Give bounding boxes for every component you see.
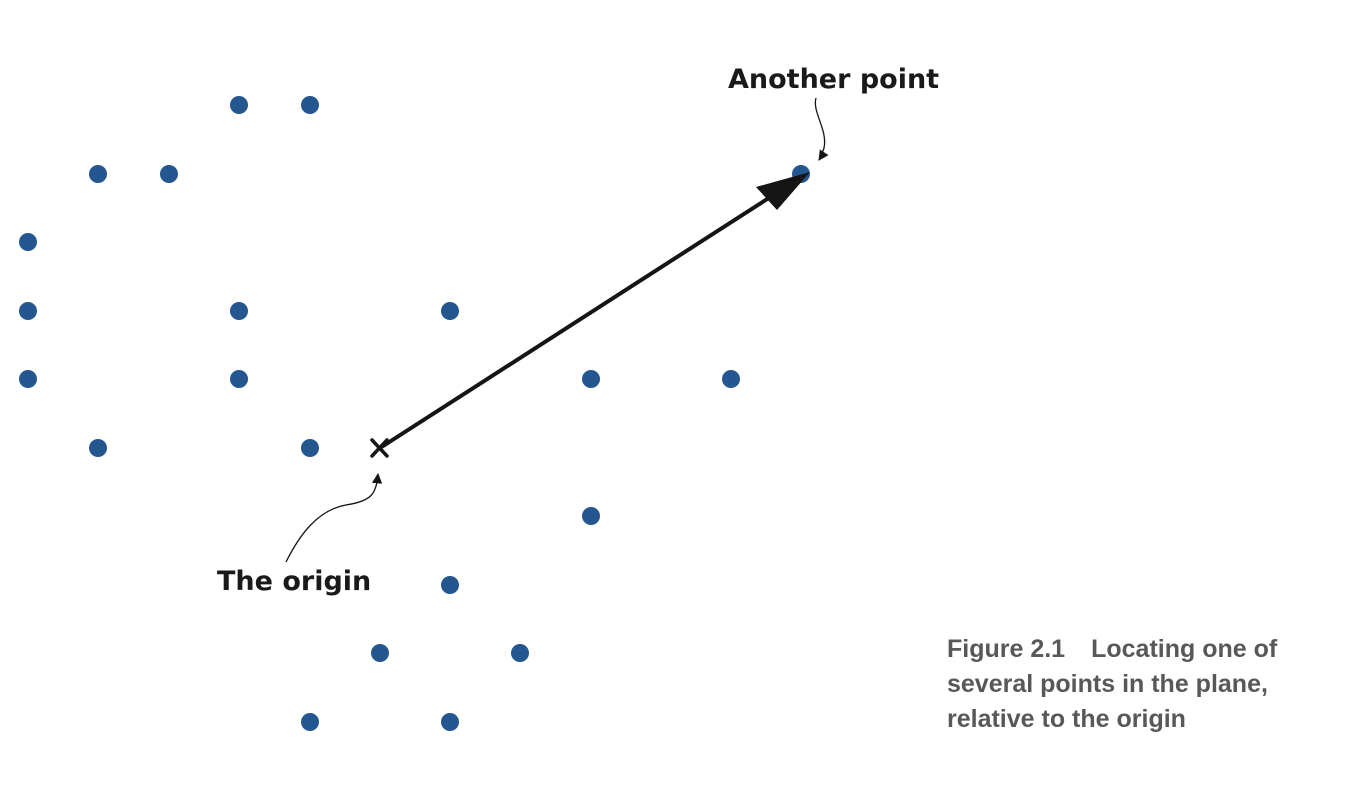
plane-point-dot: [19, 233, 37, 251]
plane-point-dot: [301, 96, 319, 114]
plane-point-dot: [441, 713, 459, 731]
plane-point-dot: [441, 302, 459, 320]
figure-number: Figure 2.1: [947, 635, 1066, 663]
plane-point-dot: [371, 644, 389, 662]
plane-point-dot: [89, 165, 107, 183]
another-point-label: Another point: [728, 64, 939, 95]
plane-point-dot: [511, 644, 529, 662]
origin-x-icon: [370, 438, 389, 458]
origin-label: The origin: [217, 566, 371, 597]
another-point-callout-curve: [814, 97, 829, 161]
plane-point-dot: [19, 370, 37, 388]
plane-point-dot: [582, 507, 600, 525]
plane-point-dot: [230, 302, 248, 320]
plane-point-dot: [722, 370, 740, 388]
figure-caption: Figure 2.1 Locating one of several points…: [947, 632, 1327, 737]
position-vector-arrow-shaft: [378, 192, 777, 450]
figure-caption-text: Locating one of several points in the pl…: [947, 635, 1278, 733]
plane-point-dot: [19, 302, 37, 320]
plane-point-dot: [301, 439, 319, 457]
position-vector-arrowhead: [756, 172, 810, 210]
plane-point-dot: [230, 370, 248, 388]
plane-point-dot: [301, 713, 319, 731]
plane-point-dot: [230, 96, 248, 114]
origin-callout-curve: [285, 472, 383, 563]
plane-point-dot: [582, 370, 600, 388]
plane-point-dot: [89, 439, 107, 457]
plane-point-dot: [441, 576, 459, 594]
points-group: [19, 96, 810, 731]
plane-point-dot: [160, 165, 178, 183]
